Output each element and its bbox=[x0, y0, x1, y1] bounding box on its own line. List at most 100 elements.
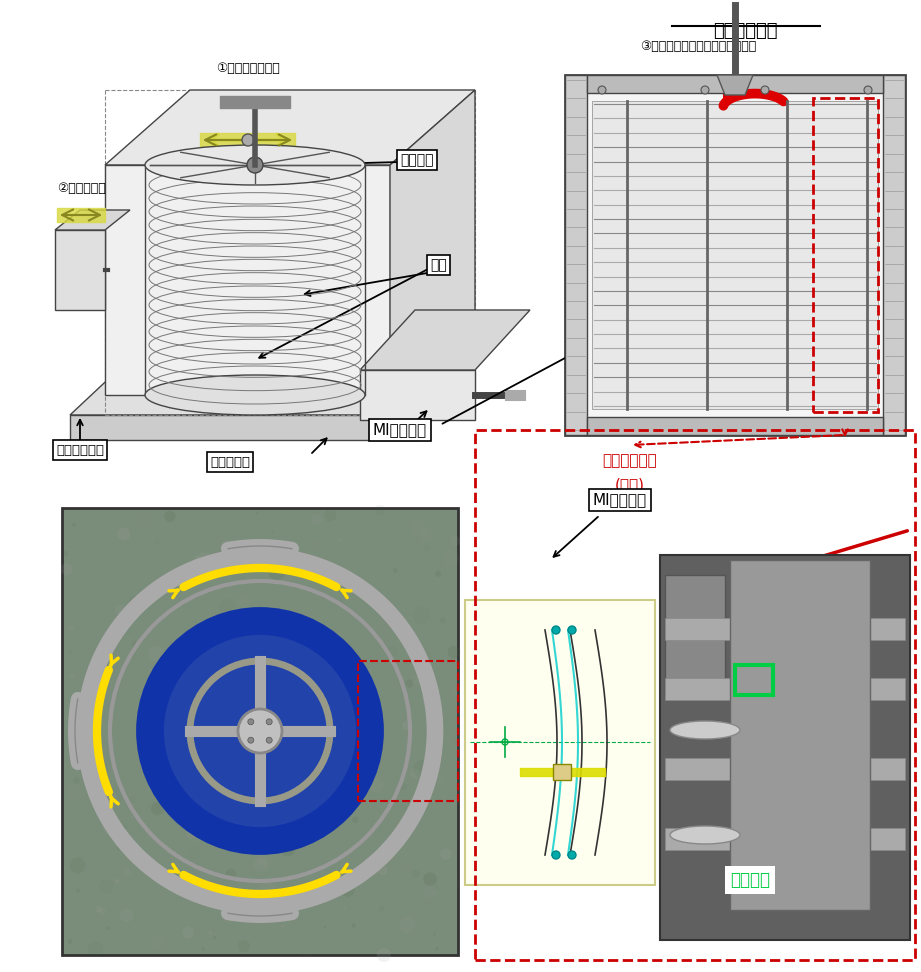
Circle shape bbox=[248, 737, 254, 744]
Circle shape bbox=[129, 596, 141, 608]
Polygon shape bbox=[70, 415, 420, 440]
Circle shape bbox=[70, 857, 86, 873]
Circle shape bbox=[435, 571, 441, 576]
Text: モータで回転: モータで回転 bbox=[713, 22, 777, 40]
Circle shape bbox=[338, 538, 342, 542]
Bar bbox=[592, 101, 878, 409]
Polygon shape bbox=[70, 340, 500, 415]
Circle shape bbox=[405, 679, 414, 687]
Circle shape bbox=[378, 865, 388, 875]
Text: ③インバータ制御で回転数を変化: ③インバータ制御で回転数を変化 bbox=[640, 40, 756, 53]
Circle shape bbox=[193, 825, 207, 840]
Circle shape bbox=[266, 737, 273, 744]
Circle shape bbox=[99, 789, 117, 807]
Circle shape bbox=[102, 819, 117, 834]
Bar bbox=[665, 575, 725, 695]
Text: ①回転の中心位置: ①回転の中心位置 bbox=[216, 62, 280, 75]
Circle shape bbox=[450, 689, 458, 696]
Circle shape bbox=[207, 787, 224, 804]
Circle shape bbox=[182, 926, 194, 939]
Circle shape bbox=[310, 514, 322, 526]
Circle shape bbox=[176, 677, 181, 682]
Circle shape bbox=[440, 849, 451, 860]
Circle shape bbox=[321, 644, 327, 650]
Circle shape bbox=[277, 704, 282, 708]
Circle shape bbox=[121, 825, 126, 831]
Text: 接点部分: 接点部分 bbox=[730, 871, 770, 889]
Bar bbox=[883, 75, 905, 435]
Ellipse shape bbox=[670, 826, 740, 844]
Circle shape bbox=[222, 911, 234, 923]
Circle shape bbox=[68, 939, 73, 944]
Text: (陰極): (陰極) bbox=[615, 477, 645, 492]
Circle shape bbox=[253, 857, 268, 872]
Circle shape bbox=[256, 740, 260, 744]
Circle shape bbox=[290, 622, 301, 633]
Circle shape bbox=[71, 711, 82, 722]
Circle shape bbox=[424, 885, 437, 899]
Circle shape bbox=[136, 523, 139, 526]
Circle shape bbox=[422, 658, 431, 668]
Circle shape bbox=[238, 594, 251, 607]
Circle shape bbox=[107, 629, 118, 641]
Circle shape bbox=[206, 789, 209, 792]
Circle shape bbox=[88, 942, 103, 956]
Circle shape bbox=[352, 816, 358, 823]
Circle shape bbox=[324, 509, 336, 522]
Circle shape bbox=[292, 679, 299, 687]
Circle shape bbox=[409, 653, 420, 665]
Circle shape bbox=[242, 640, 248, 645]
Circle shape bbox=[414, 760, 430, 778]
Circle shape bbox=[266, 719, 273, 725]
Circle shape bbox=[568, 626, 576, 634]
Circle shape bbox=[268, 562, 286, 580]
Text: 可変式接点軸: 可変式接点軸 bbox=[602, 453, 658, 468]
Circle shape bbox=[323, 925, 326, 928]
Bar bbox=[553, 764, 571, 780]
Polygon shape bbox=[55, 210, 130, 230]
Circle shape bbox=[359, 771, 367, 778]
Circle shape bbox=[701, 86, 709, 94]
Circle shape bbox=[255, 511, 259, 515]
Polygon shape bbox=[360, 370, 475, 420]
Bar bbox=[587, 75, 883, 93]
Circle shape bbox=[450, 536, 460, 546]
Circle shape bbox=[129, 815, 134, 819]
Circle shape bbox=[115, 605, 127, 616]
Polygon shape bbox=[55, 230, 105, 310]
Bar bbox=[358, 661, 458, 801]
Circle shape bbox=[367, 755, 372, 759]
Circle shape bbox=[402, 721, 411, 730]
Circle shape bbox=[263, 769, 271, 776]
Text: めっき槽: めっき槽 bbox=[400, 153, 434, 167]
Circle shape bbox=[369, 778, 384, 792]
Circle shape bbox=[170, 574, 182, 586]
Circle shape bbox=[864, 86, 872, 94]
Circle shape bbox=[64, 551, 68, 556]
Circle shape bbox=[164, 510, 175, 522]
Text: ②陽極の位置: ②陽極の位置 bbox=[57, 182, 106, 195]
Ellipse shape bbox=[145, 145, 365, 185]
Circle shape bbox=[247, 157, 263, 173]
Bar bbox=[62, 508, 458, 955]
Circle shape bbox=[436, 947, 438, 951]
Circle shape bbox=[433, 933, 436, 935]
Text: MIケーブル: MIケーブル bbox=[593, 493, 647, 507]
Text: MIケーブル: MIケーブル bbox=[373, 423, 427, 437]
Circle shape bbox=[61, 564, 72, 575]
Circle shape bbox=[280, 841, 296, 856]
Circle shape bbox=[122, 769, 123, 771]
Bar bbox=[730, 560, 870, 910]
Circle shape bbox=[132, 641, 138, 647]
Circle shape bbox=[342, 885, 355, 897]
Circle shape bbox=[120, 909, 134, 922]
Circle shape bbox=[102, 813, 116, 826]
Circle shape bbox=[552, 626, 560, 634]
Circle shape bbox=[209, 628, 211, 630]
Bar bbox=[665, 678, 905, 700]
Circle shape bbox=[238, 709, 282, 753]
Circle shape bbox=[412, 869, 420, 878]
Circle shape bbox=[413, 674, 425, 685]
Circle shape bbox=[201, 947, 204, 951]
Circle shape bbox=[422, 691, 437, 708]
